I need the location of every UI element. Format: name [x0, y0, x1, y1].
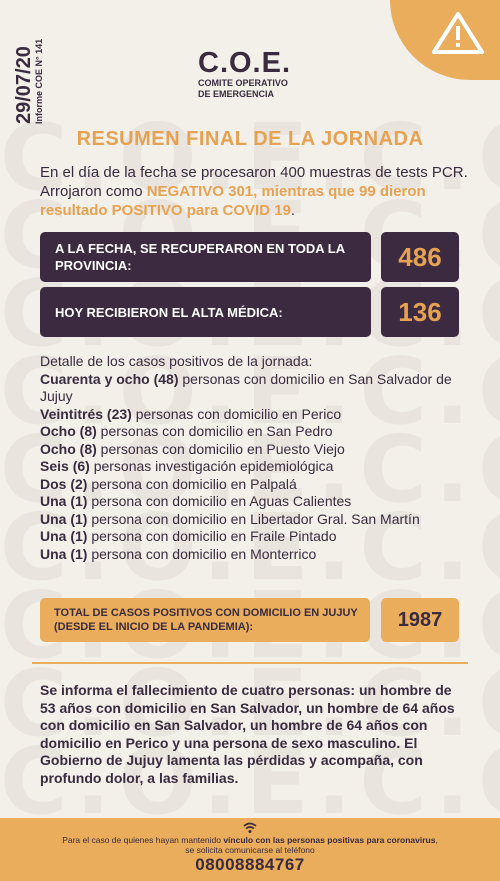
list-item: Una (1) persona con domicilio en Liberta… — [40, 511, 470, 529]
list-item: Una (1) persona con domicilio en Fraile … — [40, 528, 470, 546]
coe-logo: C.O.E. COMITE OPERATIVO DE EMERGENCIA — [198, 48, 308, 100]
footer-text-a: Para el caso de quienes hayan mantenido — [62, 835, 224, 845]
item-text: persona con domicilio en Palpalá — [87, 475, 297, 492]
logo-subtitle-2: DE EMERGENCIA — [198, 89, 275, 99]
item-count: Veintitrés (23) — [40, 405, 132, 422]
item-count: Ocho (8) — [40, 440, 97, 457]
item-text: persona con domicilio en Libertador Gral… — [87, 510, 420, 527]
total-cases: TOTAL DE CASOS POSITIVOS CON DOMICILIO E… — [40, 598, 460, 642]
list-item: Dos (2) persona con domicilio en Palpalá — [40, 476, 470, 494]
item-count: Ocho (8) — [40, 423, 97, 439]
item-text: personas con domicilio en San Pedro — [96, 423, 333, 439]
item-text: personas con domicilio en San Salvador d… — [40, 370, 452, 405]
logo-text: C.O.E. — [198, 47, 292, 79]
wifi-icon — [243, 822, 257, 833]
death-notice: Se informa el fallecimiento de cuatro pe… — [40, 682, 455, 786]
report-date: 29/07/20 — [13, 46, 35, 124]
report-number: Informe COE N° 141 — [34, 38, 44, 124]
intro-highlight: NEGATIVO 301, mientras que 99 dieron res… — [40, 183, 426, 219]
date-block: 29/07/20 Informe COE N° 141 — [13, 14, 48, 124]
list-item: Cuarenta y ocho (48) personas con domici… — [40, 371, 470, 406]
intro-text: En el día de la fecha se procesaron 400 … — [40, 164, 468, 200]
corner-badge — [390, 0, 500, 80]
warning-triangle-icon — [432, 12, 484, 54]
item-text: persona con domicilio en Fraile Pintado — [87, 528, 337, 544]
item-text: personas con domicilio en Perico — [131, 405, 342, 422]
phone-number: 08008884767 — [195, 855, 305, 874]
discharged-stat: HOY RECIBIERON EL ALTA MÉDICA: 136 — [40, 287, 460, 337]
logo-subtitle-1: COMITE OPERATIVO — [198, 78, 288, 88]
list-item: Veintitrés (23) personas con domicilio e… — [40, 406, 470, 424]
total-value: 1987 — [381, 598, 459, 642]
recovered-stat: A LA FECHA, SE RECUPERARON EN TODA LA PR… — [40, 232, 460, 282]
discharged-label: HOY RECIBIERON EL ALTA MÉDICA: — [40, 287, 371, 337]
intro-paragraph: En el día de la fecha se procesaron 400 … — [40, 163, 470, 220]
footer-text: Para el caso de quienes hayan mantenido … — [60, 835, 440, 855]
list-item: Ocho (8) personas con domicilio en Puest… — [40, 441, 470, 459]
total-label: TOTAL DE CASOS POSITIVOS CON DOMICILIO E… — [40, 598, 370, 642]
item-count: Dos (2) — [40, 475, 88, 492]
item-count: Una (1) — [40, 493, 88, 509]
list-item: Ocho (8) personas con domicilio en San P… — [40, 423, 470, 441]
item-count: Cuarenta y ocho (48) — [40, 370, 179, 387]
details-heading: Detalle de los casos positivos de la jor… — [40, 353, 313, 369]
recovered-label: A LA FECHA, SE RECUPERARON EN TODA LA PR… — [40, 232, 371, 282]
item-count: Una (1) — [40, 510, 88, 527]
discharged-value: 136 — [381, 287, 459, 337]
item-text: persona con domicilio en Aguas Calientes — [87, 493, 352, 509]
item-text: personas investigación epidemiológica — [89, 458, 334, 474]
footer-text-b: vínculo con las personas positivas para … — [223, 835, 436, 845]
list-item: Seis (6) personas investigación epidemio… — [40, 458, 470, 476]
item-count: Una (1) — [40, 528, 88, 544]
intro-end: . — [290, 202, 296, 219]
item-text: personas con domicilio en Puesto Viejo — [96, 440, 345, 457]
item-count: Una (1) — [40, 545, 88, 562]
list-item: Una (1) persona con domicilio en Aguas C… — [40, 493, 470, 511]
recovered-value: 486 — [381, 232, 459, 282]
footer: Para el caso de quienes hayan mantenido … — [0, 818, 500, 881]
divider — [32, 662, 468, 664]
item-text: persona con domicilio en Monterrico — [87, 545, 317, 562]
case-details: Detalle de los casos positivos de la jor… — [40, 353, 470, 563]
list-item: Una (1) persona con domicilio en Monterr… — [40, 546, 470, 564]
page-title: RESUMEN FINAL DE LA JORNADA — [76, 128, 424, 150]
footer-text-c: , se solicita comunicarse al teléfono — [185, 835, 438, 855]
item-count: Seis (6) — [40, 458, 90, 474]
